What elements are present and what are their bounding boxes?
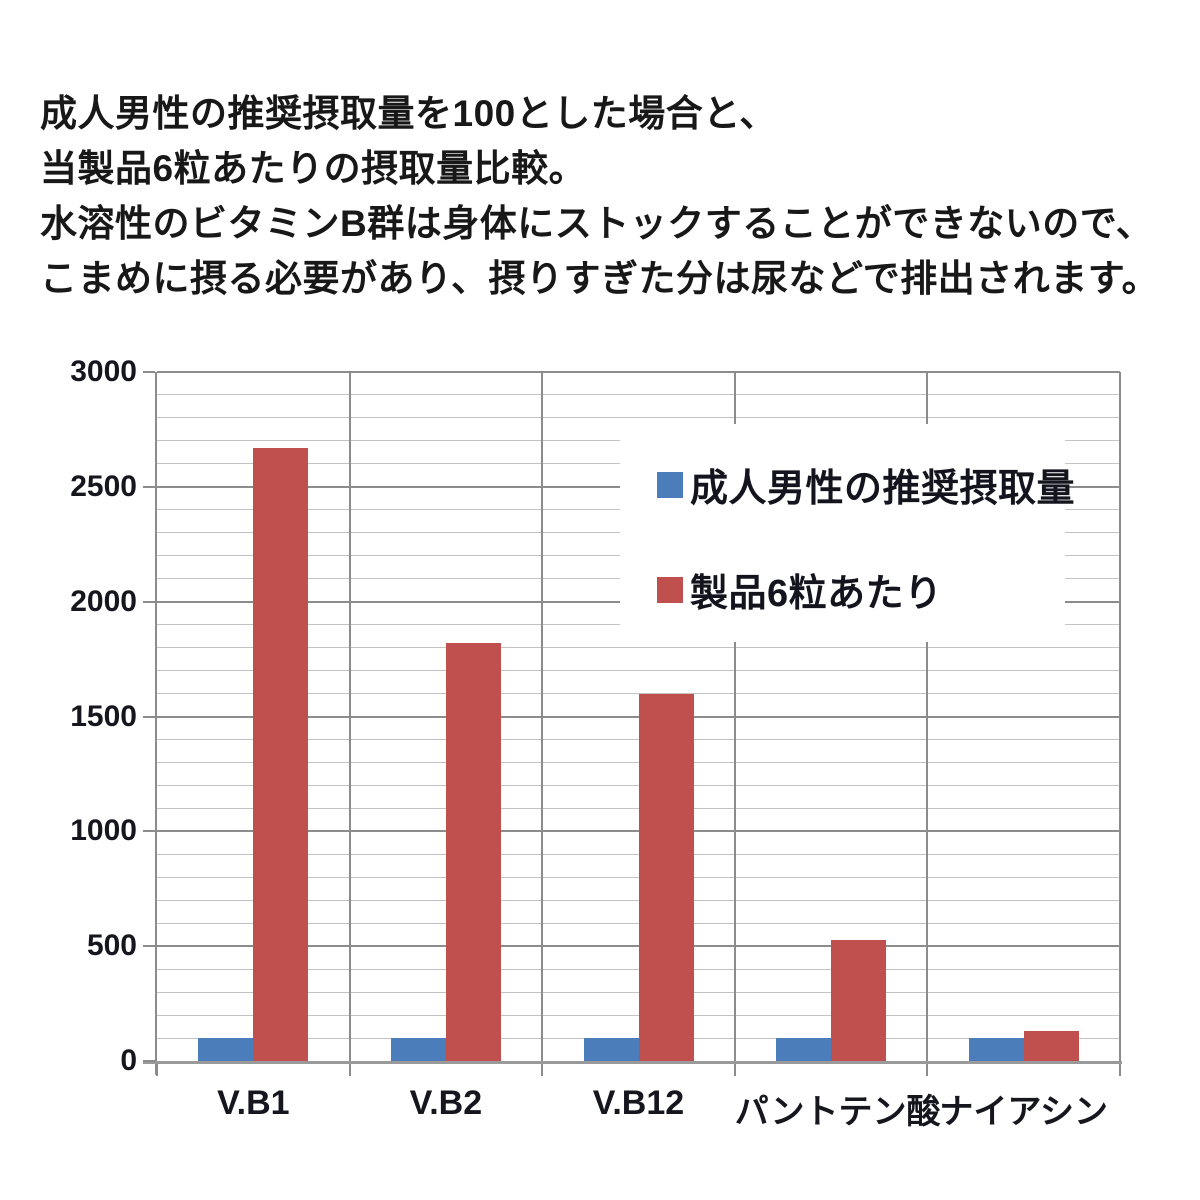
legend-label-recommended: 成人男性の推奨摂取量	[690, 468, 1076, 510]
gridline-minor	[157, 394, 1120, 396]
x-axis-tick	[1119, 1064, 1121, 1076]
y-axis-tick	[143, 715, 155, 718]
legend-swatch-blue	[657, 471, 683, 498]
legend-label-product: 製品6粒あたり	[690, 573, 943, 615]
legend-entry-recommended: 成人男性の推奨摂取量	[657, 457, 1075, 512]
plot-right-border	[1119, 372, 1121, 1061]
y-axis-tick-label: 2500	[70, 469, 137, 503]
header-line-2: 当製品6粒あたりの摂取量比較。	[40, 148, 587, 189]
x-axis-tick	[733, 1064, 736, 1076]
x-axis-category-label: ナイアシン	[939, 1093, 1108, 1131]
y-axis-tick	[143, 485, 155, 488]
y-axis-tick	[143, 1060, 155, 1062]
y-axis-tick	[143, 600, 155, 603]
gridline-minor	[157, 417, 1120, 419]
bar-product-ナイアシン	[1023, 1031, 1079, 1061]
x-axis-category-label: V.B2	[409, 1084, 483, 1122]
x-axis-tick	[541, 1064, 544, 1076]
gridline-vertical	[348, 372, 351, 1061]
bar-product-パントテン酸	[831, 940, 887, 1061]
y-axis-tick	[143, 830, 155, 833]
bar-chart-plot-area: 成人男性の推奨摂取量 製品6粒あたり 0 500 1000 1500 2000 2500 3…	[70, 356, 1122, 1131]
x-axis-tick	[348, 1064, 351, 1076]
bar-product-V.B12	[638, 693, 694, 1061]
x-axis-category-label: V.B12	[592, 1084, 685, 1122]
y-axis-tick-label: 1000	[70, 814, 137, 848]
gridline-vertical	[733, 372, 736, 1061]
gridline-vertical	[541, 372, 544, 1061]
y-axis-tick-label: 2000	[70, 584, 137, 618]
bar-product-V.B2	[445, 643, 501, 1061]
legend-swatch-red	[657, 576, 683, 603]
x-axis-category-label: V.B1	[217, 1084, 290, 1122]
y-axis-line	[155, 372, 157, 1075]
bar-recommended-V.B12	[583, 1038, 639, 1061]
bar-recommended-V.B2	[390, 1038, 446, 1061]
gridline-vertical	[926, 372, 929, 1061]
gridline-minor	[157, 647, 1120, 649]
bar-recommended-V.B1	[198, 1038, 254, 1061]
x-axis-category-label: パントテン酸	[734, 1093, 941, 1131]
x-axis-tick	[926, 1064, 929, 1076]
legend-entry-product: 製品6粒あたり	[657, 562, 943, 617]
gridline-minor	[157, 670, 1120, 672]
bar-recommended-パントテン酸	[776, 1038, 832, 1061]
bar-recommended-ナイアシン	[968, 1038, 1024, 1061]
x-axis-tick	[156, 1064, 158, 1076]
gridline-major	[157, 371, 1120, 373]
y-axis-tick	[143, 945, 155, 948]
chart-legend: 成人男性の推奨摂取量 製品6粒あたり	[620, 424, 1075, 642]
y-axis-tick-label: 500	[86, 929, 137, 963]
header-line-3: 水溶性のビタミンB群は身体にストックすることができないので、	[40, 203, 1154, 244]
y-axis-tick	[143, 371, 155, 373]
y-axis-tick-label: 1500	[70, 699, 137, 733]
header-text-block: 成人男性の推奨摂取量を100とした場合と、 当製品6粒あたりの摂取量比較。 水溶…	[40, 86, 1159, 306]
x-axis-line	[143, 1061, 1122, 1064]
y-axis-tick-label: 0	[120, 1044, 137, 1077]
bar-product-V.B1	[253, 447, 309, 1061]
header-line-4: こまめに摂る必要があり、摂りすぎた分は尿などで排出されます。	[40, 258, 1160, 299]
y-axis-tick-label: 3000	[70, 355, 137, 388]
header-line-1: 成人男性の推奨摂取量を100とした場合と、	[40, 93, 777, 134]
